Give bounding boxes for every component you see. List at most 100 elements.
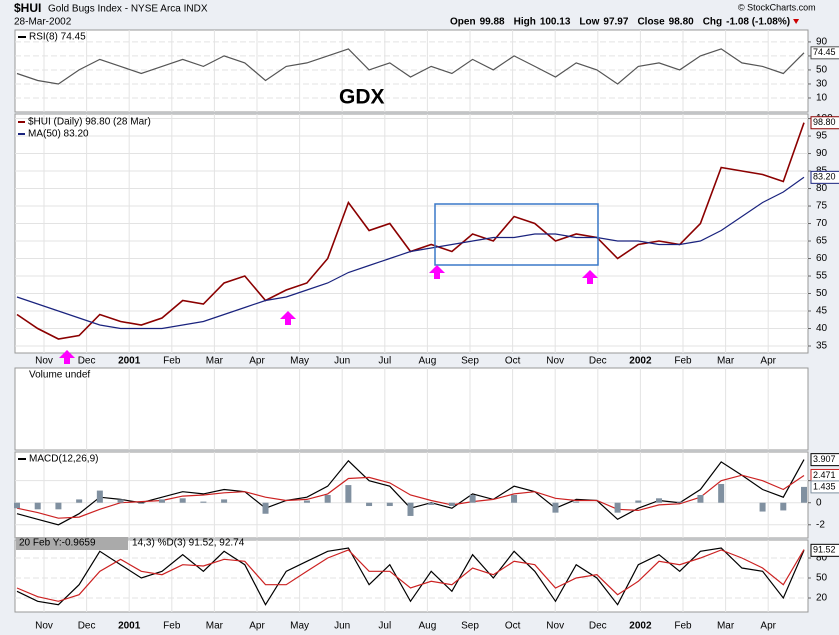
x-tick-label: 2002	[629, 621, 652, 632]
legend-label: $HUI (Daily) 98.80 (28 Mar)	[28, 117, 151, 128]
x-tick-label: Mar	[206, 621, 224, 632]
histogram-bar	[55, 502, 62, 510]
histogram-bar	[676, 501, 683, 503]
y-tick-label: 45	[816, 306, 828, 317]
legend-label: MA(50) 83.20	[28, 129, 89, 140]
histogram-bar	[366, 502, 373, 507]
x-tick-label: Feb	[163, 356, 181, 367]
y-tick-label: 80	[816, 183, 828, 194]
x-tick-label: Apr	[249, 621, 265, 632]
date: 28-Mar-2002	[14, 17, 72, 28]
quote-label: High	[514, 17, 536, 28]
histogram-bar	[324, 495, 331, 503]
y-tick-label: 65	[816, 236, 828, 247]
x-tick-label: Jun	[334, 356, 350, 367]
histogram-bar	[14, 502, 20, 509]
panel-title: 14,3) %D(3) 91.52, 92.74	[132, 538, 245, 549]
x-tick-label: Aug	[419, 621, 437, 632]
histogram-bar	[117, 499, 124, 503]
histogram-bar	[573, 501, 580, 503]
y-tick-label: 35	[816, 341, 828, 352]
x-tick-label: Jul	[378, 621, 391, 632]
x-tick-label: 2002	[629, 356, 652, 367]
range-box	[434, 203, 599, 266]
down-triangle	[793, 19, 800, 24]
histogram-bar	[511, 495, 518, 503]
quote-value: -1.08 (-1.08%)	[726, 17, 790, 28]
x-tick-label: Apr	[760, 356, 776, 367]
histogram-bar	[96, 490, 103, 503]
series-line	[16, 48, 805, 85]
histogram-bar	[34, 502, 41, 510]
panel-title: RSI(8) 74.45	[29, 32, 86, 43]
y-tick-label: 90	[816, 37, 828, 48]
y-tick-label: -2	[816, 519, 825, 530]
histogram-bar	[801, 486, 807, 503]
tooltip-box	[16, 537, 128, 550]
x-tick-label: Mar	[717, 356, 735, 367]
y-tick-label: 10	[816, 93, 828, 104]
y-tick-label: 80	[816, 553, 828, 564]
y-tick-label: 50	[816, 573, 828, 584]
x-tick-label: Nov	[546, 356, 564, 367]
y-tick-label: 50	[816, 288, 828, 299]
y-tick-label: 70	[816, 218, 828, 229]
x-tick-label: 2001	[118, 621, 141, 632]
x-tick-label: Feb	[674, 621, 692, 632]
quote-value: 98.80	[669, 17, 694, 28]
x-tick-label: Sep	[461, 621, 479, 632]
histogram-bar	[76, 499, 83, 503]
brand: © StockCharts.com	[738, 2, 816, 12]
histogram-bar	[345, 485, 352, 503]
panel	[14, 367, 809, 451]
histogram-bar	[221, 499, 228, 503]
panel	[14, 113, 809, 354]
up-arrow	[429, 265, 445, 279]
x-tick-label: Nov	[35, 356, 53, 367]
quote-value: 97.97	[603, 17, 628, 28]
y-tick-label: 75	[816, 201, 828, 212]
x-tick-label: Oct	[505, 621, 521, 632]
x-tick-label: Oct	[505, 356, 521, 367]
series-line	[16, 547, 805, 606]
x-tick-label: Nov	[546, 621, 564, 632]
quote-label: Low	[579, 17, 599, 28]
y-tick-label: 40	[816, 323, 828, 334]
histogram-bar	[656, 498, 663, 503]
histogram-bar	[469, 495, 476, 503]
x-tick-label: Dec	[78, 621, 96, 632]
up-arrow	[280, 311, 296, 325]
series-line	[16, 176, 805, 330]
x-tick-label: Aug	[419, 356, 437, 367]
histogram-bar	[303, 500, 310, 503]
histogram-bar	[428, 502, 435, 505]
histogram-bar	[697, 495, 704, 503]
x-tick-label: May	[290, 356, 309, 367]
value-badge	[810, 46, 839, 60]
x-tick-label: Feb	[674, 356, 692, 367]
value-badge-label: 74.45	[813, 47, 836, 57]
quote-value: 100.13	[540, 17, 571, 28]
y-tick-label: 20	[816, 593, 828, 604]
value-badge	[810, 170, 839, 184]
y-tick-label: 0	[816, 497, 822, 508]
panel-title: MACD(12,26,9)	[29, 454, 98, 465]
histogram-bar	[780, 502, 787, 511]
histogram-bar	[200, 501, 207, 503]
value-badge	[810, 116, 839, 130]
panel-title: Volume undef	[29, 370, 90, 381]
x-tick-label: Sep	[461, 356, 479, 367]
index-name: Gold Bugs Index - NYSE Arca INDX	[48, 4, 208, 15]
symbol: $HUI	[14, 1, 41, 15]
value-badge-label: 91.52	[813, 545, 836, 555]
series-line	[16, 474, 805, 519]
x-tick-label: Mar	[717, 621, 735, 632]
quote-label: Close	[637, 17, 665, 28]
histogram-bar	[138, 502, 145, 504]
histogram-bar	[718, 483, 725, 503]
series-line	[16, 549, 805, 602]
y-tick-label: 60	[816, 253, 828, 264]
value-badge-label: 83.20	[813, 172, 836, 182]
y-tick-label: 55	[816, 271, 828, 282]
histogram-bar	[759, 502, 766, 512]
